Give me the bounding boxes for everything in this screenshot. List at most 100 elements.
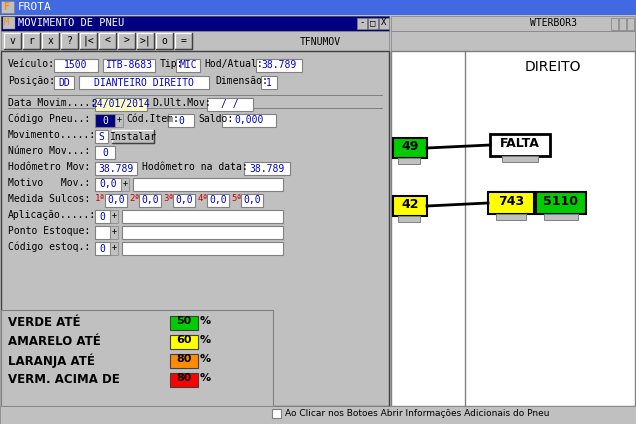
- Bar: [105, 194, 127, 207]
- Text: Motivo   Mov.:: Motivo Mov.:: [8, 178, 90, 188]
- Bar: [0, 0, 636, 15]
- Bar: [391, 31, 635, 51]
- Text: Medida Sulcos:: Medida Sulcos:: [8, 194, 90, 204]
- Text: 49: 49: [401, 140, 418, 153]
- Text: Código estoq.:: Código estoq.:: [8, 242, 90, 253]
- Bar: [357, 18, 367, 29]
- Bar: [173, 194, 195, 207]
- Text: -: -: [359, 18, 364, 27]
- Text: Ponto Estoque:: Ponto Estoque:: [8, 226, 90, 236]
- Text: 3ª: 3ª: [163, 194, 174, 203]
- Text: 0,0: 0,0: [243, 195, 261, 206]
- Bar: [241, 194, 263, 207]
- Text: ?: ?: [67, 36, 73, 46]
- Bar: [112, 130, 154, 143]
- Text: / /: / /: [221, 100, 238, 109]
- Text: WTERBOR3: WTERBOR3: [530, 18, 577, 28]
- Bar: [176, 59, 200, 72]
- Bar: [1, 51, 389, 406]
- Bar: [1, 16, 389, 31]
- Text: MIC: MIC: [179, 61, 197, 70]
- Bar: [261, 76, 277, 89]
- Bar: [118, 33, 135, 49]
- Text: Data Movim....:: Data Movim....:: [8, 98, 96, 108]
- Text: Posição:: Posição:: [8, 76, 55, 86]
- Text: 24/01/2014: 24/01/2014: [92, 100, 150, 109]
- Bar: [95, 226, 110, 239]
- Text: 0: 0: [178, 115, 184, 126]
- Bar: [175, 33, 192, 49]
- Text: 0,0: 0,0: [209, 195, 227, 206]
- Bar: [23, 33, 40, 49]
- Text: +: +: [111, 227, 116, 236]
- Text: Aplicação.....:: Aplicação.....:: [8, 210, 96, 220]
- Text: Cód.Item:: Cód.Item:: [126, 114, 179, 124]
- Text: 5ª: 5ª: [231, 194, 242, 203]
- Text: Hod/Atual:: Hod/Atual:: [204, 59, 263, 69]
- Text: Tip:: Tip:: [160, 59, 184, 69]
- Bar: [488, 192, 534, 214]
- Text: TFNUMOV: TFNUMOV: [300, 37, 341, 47]
- Text: Movimento.....:: Movimento.....:: [8, 130, 96, 140]
- Bar: [611, 18, 618, 30]
- Text: 0,0: 0,0: [141, 195, 159, 206]
- Text: F: F: [3, 2, 9, 12]
- Text: Hodômetro na data:: Hodômetro na data:: [142, 162, 248, 172]
- Bar: [121, 178, 129, 191]
- Text: D.Ult.Mov:: D.Ult.Mov:: [152, 98, 211, 108]
- Text: MOVIMENTO DE PNEU: MOVIMENTO DE PNEU: [18, 18, 124, 28]
- Bar: [393, 138, 427, 158]
- Bar: [170, 373, 198, 387]
- Text: 0,0: 0,0: [107, 195, 125, 206]
- Text: Número Mov...:: Número Mov...:: [8, 146, 90, 156]
- Text: 0: 0: [100, 243, 106, 254]
- Text: Código Pneu..:: Código Pneu..:: [8, 114, 90, 125]
- Text: 60: 60: [176, 335, 191, 345]
- Bar: [490, 134, 550, 156]
- Bar: [398, 158, 420, 164]
- Bar: [222, 114, 276, 127]
- Bar: [95, 114, 115, 127]
- Bar: [42, 33, 59, 49]
- Bar: [103, 59, 155, 72]
- Bar: [393, 196, 427, 216]
- Bar: [536, 192, 586, 214]
- Bar: [79, 76, 209, 89]
- Bar: [99, 33, 116, 49]
- Text: 0: 0: [102, 148, 108, 157]
- Bar: [110, 226, 118, 239]
- Bar: [170, 335, 198, 349]
- Bar: [95, 178, 121, 191]
- Text: LARANJA ATÉ: LARANJA ATÉ: [8, 354, 95, 368]
- Bar: [272, 409, 281, 418]
- Text: Hodômetro Mov:: Hodômetro Mov:: [8, 162, 90, 172]
- Text: VERM. ACIMA DE: VERM. ACIMA DE: [8, 373, 120, 386]
- Text: 0: 0: [102, 115, 108, 126]
- Text: 1: 1: [266, 78, 272, 87]
- Text: Saldo:: Saldo:: [198, 114, 233, 124]
- Bar: [61, 33, 78, 49]
- Bar: [95, 146, 115, 159]
- Text: X: X: [382, 18, 387, 27]
- Text: FALTA: FALTA: [500, 137, 540, 150]
- Bar: [3, 17, 15, 29]
- Bar: [256, 59, 302, 72]
- Text: 42: 42: [401, 198, 418, 211]
- Text: |<: |<: [83, 36, 94, 46]
- Bar: [95, 130, 108, 143]
- Bar: [207, 98, 253, 111]
- Bar: [122, 210, 283, 223]
- Text: =: =: [181, 36, 186, 46]
- Bar: [95, 242, 110, 255]
- Text: 80: 80: [176, 373, 191, 383]
- Bar: [95, 210, 110, 223]
- Text: Dimensão:: Dimensão:: [215, 76, 268, 86]
- Bar: [170, 354, 198, 368]
- Bar: [54, 76, 74, 89]
- Bar: [398, 216, 420, 222]
- Text: 1500: 1500: [64, 61, 88, 70]
- Text: VERDE ATÉ: VERDE ATÉ: [8, 316, 81, 329]
- Text: %: %: [200, 316, 211, 326]
- Bar: [627, 18, 634, 30]
- Text: M: M: [4, 18, 9, 27]
